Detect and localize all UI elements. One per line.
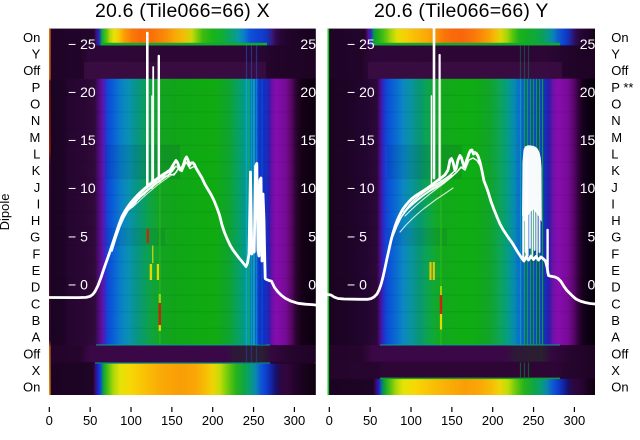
- svg-text:G: G: [611, 230, 621, 245]
- svg-text:15: 15: [300, 132, 316, 148]
- svg-text:M: M: [611, 130, 622, 145]
- svg-text:I: I: [611, 196, 615, 211]
- svg-text:0: 0: [326, 413, 333, 428]
- svg-text:− 5: − 5: [347, 228, 367, 244]
- svg-text:Off: Off: [23, 63, 40, 78]
- svg-text:On: On: [611, 30, 628, 45]
- svg-text:− 5: − 5: [68, 228, 88, 244]
- svg-text:200: 200: [482, 413, 504, 428]
- svg-text:− 10: − 10: [347, 180, 375, 196]
- svg-text:Off: Off: [23, 346, 40, 361]
- svg-text:F: F: [32, 246, 40, 261]
- svg-text:5: 5: [308, 228, 316, 244]
- svg-text:C: C: [31, 296, 40, 311]
- svg-text:− 10: − 10: [68, 180, 96, 196]
- svg-text:250: 250: [243, 413, 265, 428]
- svg-text:X: X: [611, 363, 620, 378]
- svg-text:P **: P **: [611, 80, 633, 95]
- svg-text:N: N: [611, 113, 620, 128]
- svg-text:Off: Off: [611, 346, 628, 361]
- svg-text:150: 150: [161, 413, 183, 428]
- svg-text:N: N: [31, 113, 40, 128]
- svg-text:150: 150: [441, 413, 463, 428]
- svg-text:P: P: [32, 80, 41, 95]
- svg-text:A: A: [611, 330, 620, 345]
- svg-text:On: On: [23, 380, 40, 395]
- svg-text:C: C: [611, 296, 620, 311]
- svg-text:− 20: − 20: [68, 84, 96, 100]
- svg-text:20: 20: [300, 84, 316, 100]
- svg-text:25: 25: [580, 36, 596, 52]
- svg-text:50: 50: [363, 413, 377, 428]
- svg-text:D: D: [31, 280, 40, 295]
- svg-text:L: L: [611, 146, 618, 161]
- svg-text:− 0: − 0: [347, 276, 367, 292]
- svg-text:K: K: [611, 163, 620, 178]
- svg-text:X: X: [32, 363, 41, 378]
- svg-text:100: 100: [400, 413, 422, 428]
- svg-text:20.6 (Tile066=66) X: 20.6 (Tile066=66) X: [95, 0, 270, 22]
- svg-text:J: J: [34, 180, 41, 195]
- svg-text:J: J: [611, 180, 618, 195]
- svg-text:− 25: − 25: [347, 36, 375, 52]
- svg-text:5: 5: [588, 228, 596, 244]
- svg-text:L: L: [33, 146, 40, 161]
- svg-text:H: H: [31, 213, 40, 228]
- svg-text:300: 300: [284, 413, 306, 428]
- svg-text:20: 20: [580, 84, 596, 100]
- svg-text:− 20: − 20: [347, 84, 375, 100]
- svg-text:K: K: [32, 163, 41, 178]
- svg-text:20.6 (Tile066=66) Y: 20.6 (Tile066=66) Y: [374, 0, 549, 22]
- svg-text:A: A: [32, 330, 41, 345]
- svg-text:− 15: − 15: [347, 132, 375, 148]
- svg-text:0: 0: [308, 276, 316, 292]
- svg-text:B: B: [611, 313, 620, 328]
- svg-text:D: D: [611, 280, 620, 295]
- svg-text:I: I: [37, 196, 41, 211]
- svg-text:10: 10: [300, 180, 316, 196]
- svg-text:200: 200: [202, 413, 224, 428]
- svg-text:O: O: [30, 97, 40, 112]
- svg-text:Y: Y: [611, 47, 620, 62]
- svg-text:− 25: − 25: [68, 36, 96, 52]
- svg-text:F: F: [611, 246, 619, 261]
- svg-text:25: 25: [300, 36, 316, 52]
- svg-text:B: B: [32, 313, 41, 328]
- svg-text:300: 300: [564, 413, 586, 428]
- svg-text:H: H: [611, 213, 620, 228]
- svg-text:Off: Off: [611, 63, 628, 78]
- svg-text:On: On: [23, 30, 40, 45]
- svg-text:G: G: [30, 230, 40, 245]
- svg-text:On: On: [611, 380, 628, 395]
- svg-text:− 0: − 0: [68, 276, 88, 292]
- svg-text:50: 50: [83, 413, 97, 428]
- svg-text:Y: Y: [32, 47, 41, 62]
- svg-text:E: E: [32, 263, 41, 278]
- svg-text:Dipole: Dipole: [0, 194, 12, 231]
- svg-text:100: 100: [120, 413, 142, 428]
- svg-text:10: 10: [580, 180, 596, 196]
- svg-text:− 15: − 15: [68, 132, 96, 148]
- svg-text:250: 250: [523, 413, 545, 428]
- svg-text:15: 15: [580, 132, 596, 148]
- svg-text:0: 0: [46, 413, 53, 428]
- svg-text:0: 0: [588, 276, 596, 292]
- svg-text:O: O: [611, 97, 621, 112]
- svg-text:M: M: [29, 130, 40, 145]
- svg-text:E: E: [611, 263, 620, 278]
